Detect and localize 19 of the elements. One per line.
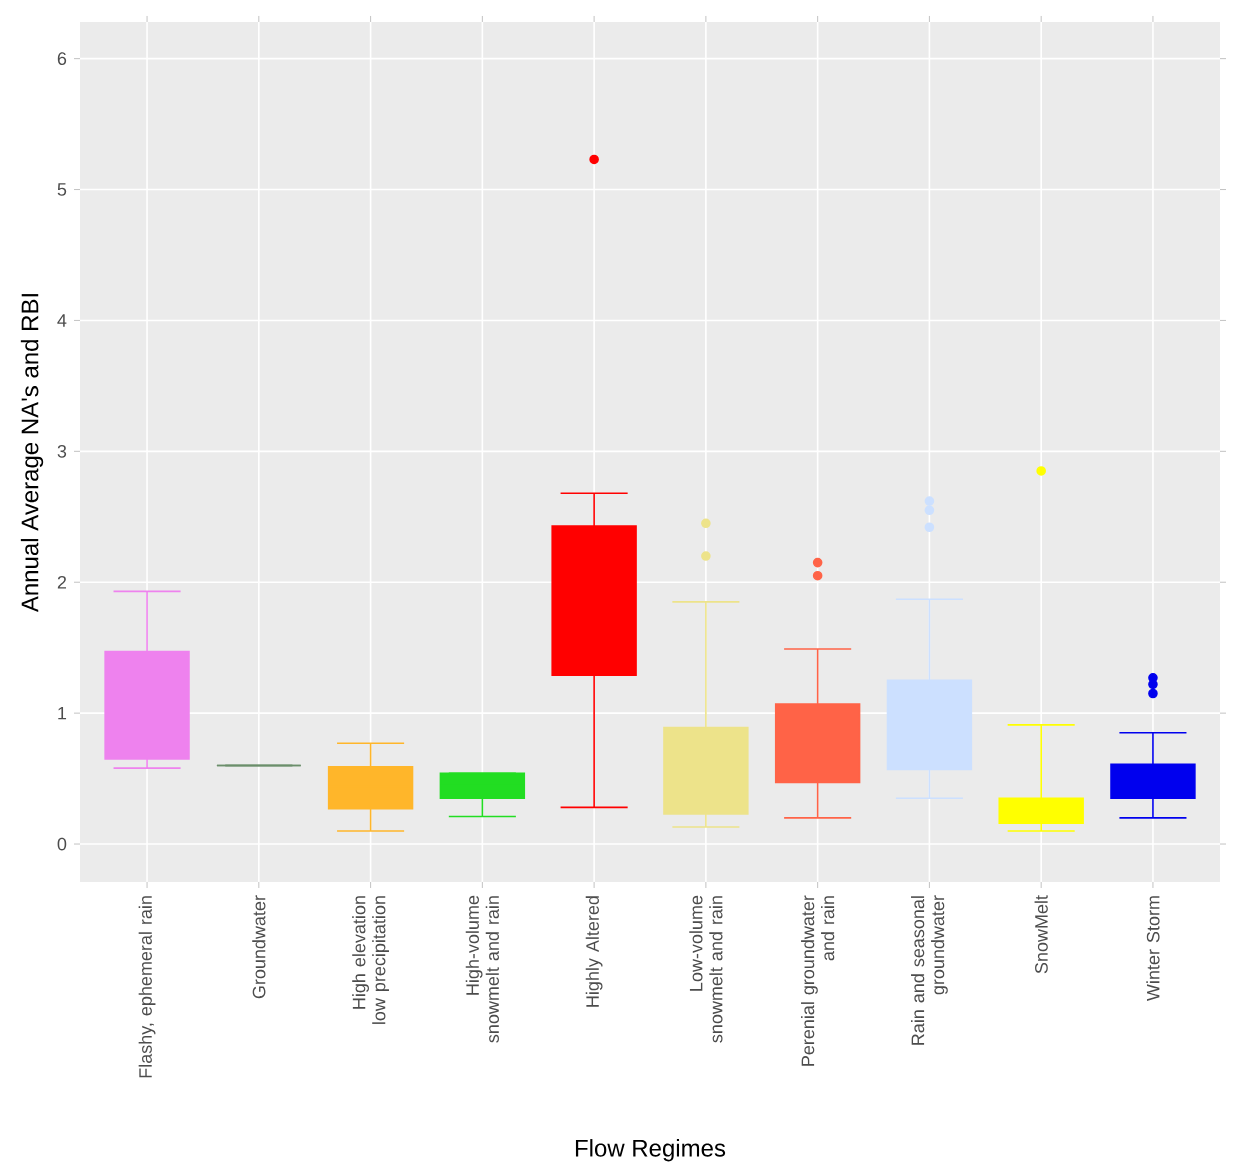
y-tick-label: 5 [57, 183, 67, 196]
x-tick-label: Winter Storm [1146, 896, 1160, 1001]
x-tick-label: Highly Altered [585, 896, 603, 1007]
x-tick-label: SnowMelt [1034, 895, 1048, 974]
x-tick-label: Flashy, ephemeral rain [138, 896, 156, 1078]
y-tick-label: 6 [57, 52, 67, 65]
x-tick-label: Low-volume snowmelt and rain [689, 895, 723, 1043]
y-tick-label: 2 [57, 575, 67, 589]
y-tick-label: 4 [57, 314, 67, 327]
x-tick-label: Perenial groundwater and rain [801, 895, 835, 1066]
x-tick-label: Groundwater [252, 895, 266, 999]
y-axis-title: Annual Average NA's and RBI [20, 294, 44, 613]
y-tick-label: 1 [58, 706, 67, 720]
x-tick-label: High-volume snowmelt and rain [465, 895, 499, 1043]
y-tick-label: 0 [57, 837, 67, 851]
x-axis-title: Flow Regimes [575, 1139, 726, 1162]
y-tick-label: 3 [57, 444, 67, 458]
x-tick-label: Rain and seasonal groundwater [911, 895, 948, 1045]
x-tick-label: High elevation low precipitation [352, 896, 389, 1024]
